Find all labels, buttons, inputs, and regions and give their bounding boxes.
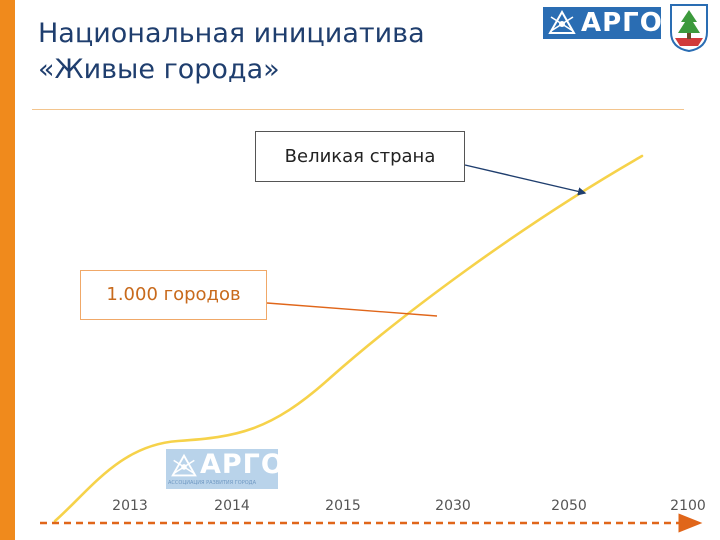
- argo-logo-center-text: АРГО: [200, 449, 285, 480]
- x-tick-label: 2013: [112, 498, 148, 514]
- callout-great-country-leader: [464, 164, 587, 196]
- x-tick-label: 2100: [670, 498, 706, 514]
- title-divider: [32, 109, 684, 110]
- page-title-line-2: «Живые города»: [38, 54, 280, 85]
- page-title-line-1: Национальная инициатива: [38, 18, 425, 49]
- argo-logo-subtitle: АССОЦИАЦИЯ РАЗВИТИЯ ГОРОДА: [168, 480, 256, 486]
- x-tick-label: 2015: [325, 498, 361, 514]
- x-tick-label: 2050: [551, 498, 587, 514]
- argo-logo-center: АРГО АССОЦИАЦИЯ РАЗВИТИЯ ГОРОДА: [166, 449, 284, 489]
- x-axis-ticks: 2013 2014 2015 2030 2050 2100: [112, 498, 706, 514]
- argo-logo-top: АРГО: [543, 7, 663, 39]
- callout-great-country: Великая страна: [255, 131, 465, 182]
- growth-curve: [53, 154, 644, 523]
- callout-thousand-cities-leader: [266, 302, 438, 317]
- argo-logo-mark-icon: [171, 453, 197, 477]
- x-tick-label: 2030: [435, 498, 471, 514]
- callout-thousand-cities: 1.000 городов: [80, 270, 267, 320]
- page-title: Национальная инициатива «Живые города»: [38, 16, 518, 88]
- accent-side-bar: [0, 0, 15, 540]
- argo-logo-mark-icon: [548, 9, 576, 34]
- city-emblem-icon: [670, 4, 708, 52]
- x-tick-label: 2014: [214, 498, 250, 514]
- argo-logo-text: АРГО: [581, 8, 663, 38]
